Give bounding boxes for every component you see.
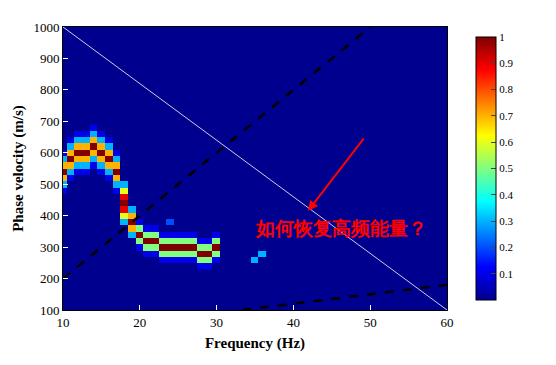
svg-text:0.1: 0.1 bbox=[499, 268, 513, 280]
svg-text:500: 500 bbox=[40, 177, 60, 192]
svg-text:0.3: 0.3 bbox=[499, 215, 513, 227]
svg-text:300: 300 bbox=[40, 240, 60, 255]
svg-text:0.7: 0.7 bbox=[499, 110, 513, 122]
svg-text:10: 10 bbox=[57, 315, 70, 330]
svg-text:0.9: 0.9 bbox=[499, 57, 513, 69]
svg-text:如何恢复高频能量？: 如何恢复高频能量？ bbox=[255, 217, 427, 239]
svg-text:0.4: 0.4 bbox=[499, 189, 513, 201]
svg-text:800: 800 bbox=[40, 82, 60, 97]
svg-text:200: 200 bbox=[40, 271, 60, 286]
svg-text:400: 400 bbox=[40, 208, 60, 223]
svg-text:60: 60 bbox=[441, 315, 454, 330]
svg-text:Frequency (Hz): Frequency (Hz) bbox=[205, 335, 305, 352]
svg-text:700: 700 bbox=[40, 114, 60, 129]
svg-text:900: 900 bbox=[40, 51, 60, 66]
svg-text:1000: 1000 bbox=[33, 20, 59, 35]
svg-text:Phase velocity (m/s): Phase velocity (m/s) bbox=[10, 105, 27, 232]
svg-text:0.5: 0.5 bbox=[499, 162, 513, 174]
svg-text:0.8: 0.8 bbox=[499, 83, 513, 95]
svg-text:40: 40 bbox=[287, 315, 300, 330]
svg-text:1: 1 bbox=[499, 31, 505, 43]
svg-text:20: 20 bbox=[133, 315, 146, 330]
svg-text:600: 600 bbox=[40, 145, 60, 160]
svg-text:30: 30 bbox=[210, 315, 223, 330]
svg-text:0.2: 0.2 bbox=[499, 241, 513, 253]
svg-text:100: 100 bbox=[40, 303, 60, 318]
svg-text:50: 50 bbox=[364, 315, 377, 330]
svg-text:0.6: 0.6 bbox=[499, 136, 513, 148]
